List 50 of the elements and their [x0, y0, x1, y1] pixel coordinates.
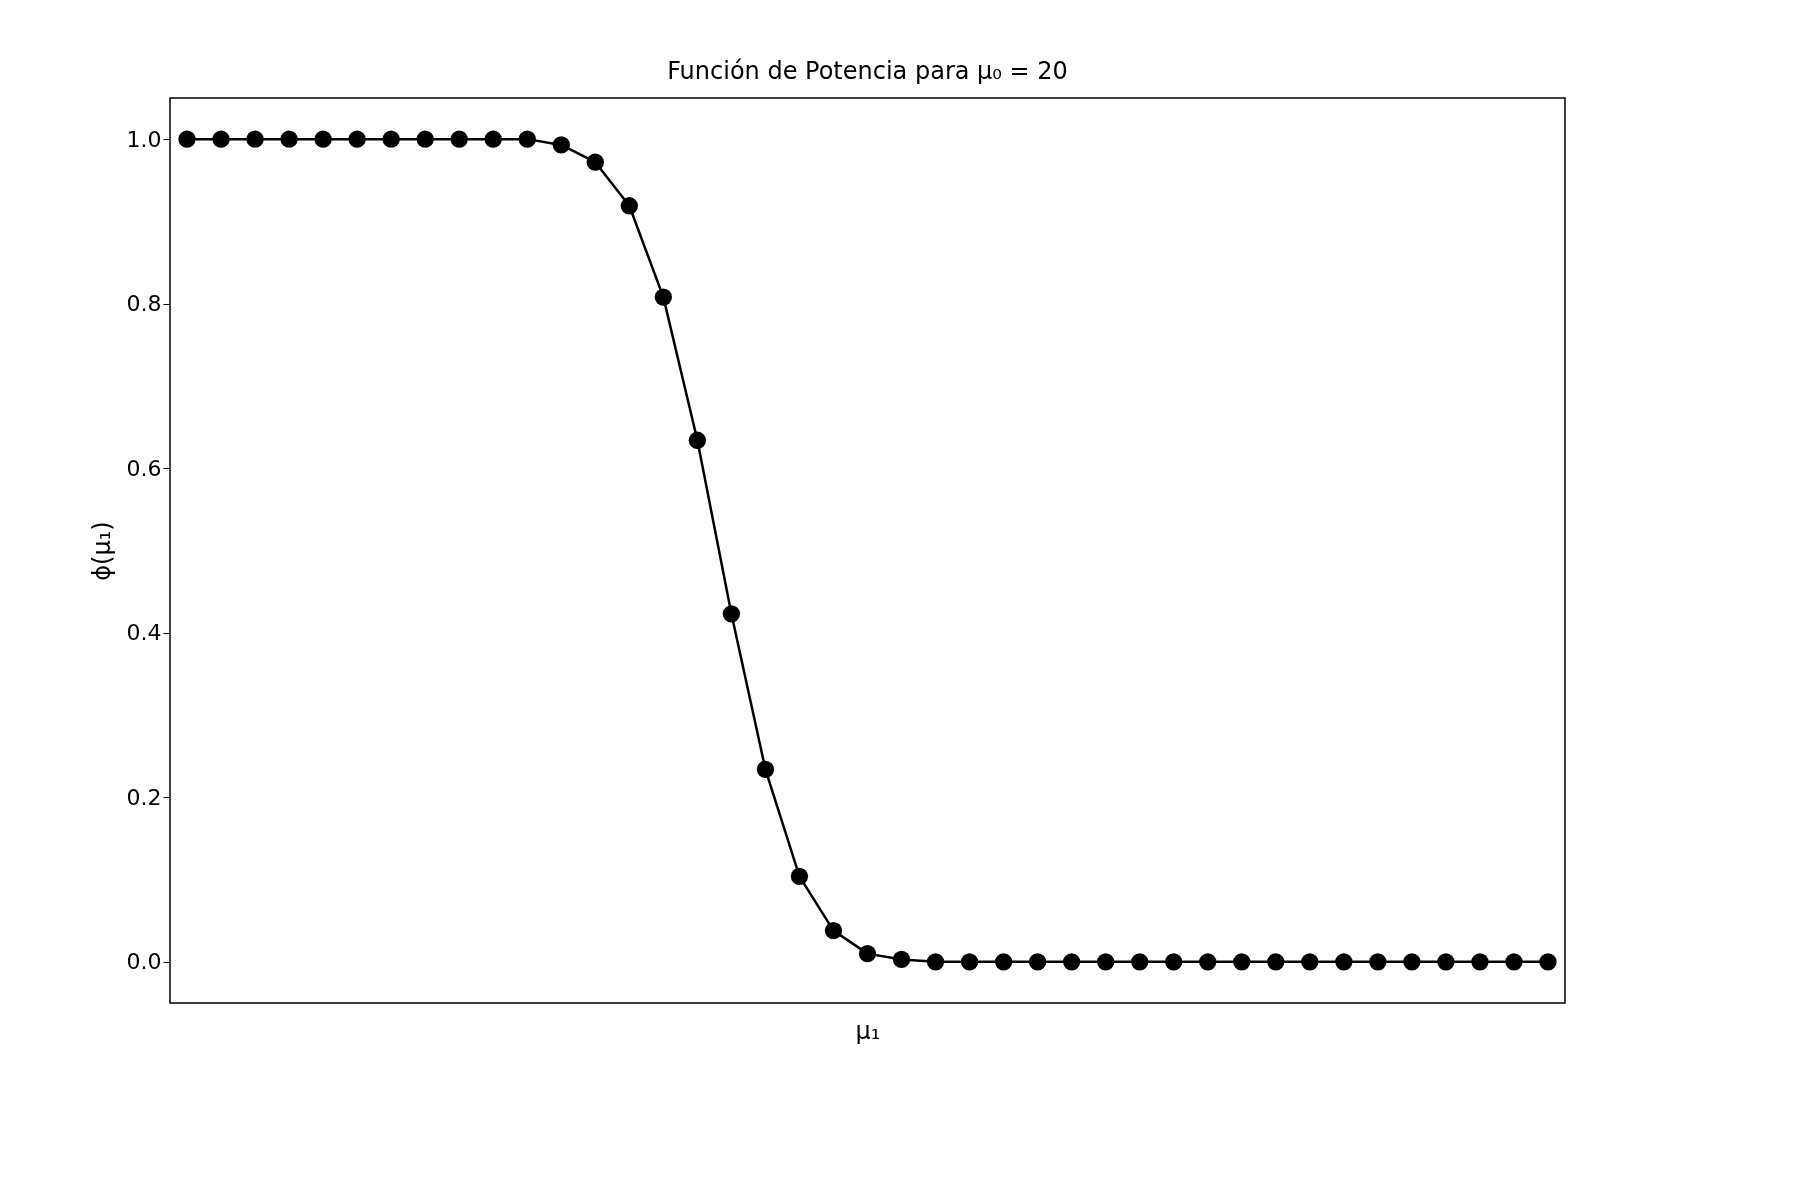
point: [1301, 953, 1319, 971]
point: [518, 130, 536, 148]
point: [586, 153, 604, 171]
point: [314, 130, 332, 148]
point: [960, 953, 979, 971]
point: [858, 944, 877, 963]
x-axis-title: μ₁: [855, 1016, 881, 1045]
point: [1403, 953, 1421, 971]
point: [926, 953, 945, 971]
y-tick-label: 0.8: [126, 291, 162, 317]
point: [994, 953, 1013, 971]
point: [1267, 953, 1285, 971]
y-tick-label: 0.4: [126, 620, 162, 646]
point: [1165, 953, 1183, 971]
point: [1028, 953, 1047, 971]
chart-title: Función de Potencia para μ₀ = 20: [667, 57, 1068, 85]
y-tick-label: 0.2: [126, 784, 162, 810]
point: [1199, 953, 1217, 971]
y-tick-label: 0.0: [126, 949, 162, 975]
point: [484, 130, 502, 148]
point: [1335, 953, 1353, 971]
point: [1539, 953, 1557, 971]
point: [1505, 953, 1523, 971]
point: [722, 605, 741, 623]
point: [382, 130, 400, 148]
point: [1471, 953, 1489, 971]
point: [178, 130, 196, 148]
point: [892, 950, 911, 969]
point: [654, 288, 673, 306]
y-tick-label: 1.0: [126, 126, 162, 152]
point: [1233, 953, 1251, 971]
point: [688, 431, 707, 449]
point: [246, 130, 264, 148]
y-tick-label: 0.6: [126, 455, 162, 481]
point: [756, 760, 775, 778]
point: [280, 130, 298, 148]
point: [416, 130, 434, 148]
point: [552, 136, 570, 154]
point: [620, 197, 638, 215]
point: [1131, 953, 1149, 971]
point: [1062, 953, 1081, 971]
point: [348, 130, 366, 148]
point: [1369, 953, 1387, 971]
point: [1437, 953, 1455, 971]
point: [790, 867, 809, 885]
point: [824, 921, 843, 940]
y-axis-title: ϕ(μ₁): [87, 521, 116, 581]
point: [450, 130, 468, 148]
point: [1097, 953, 1115, 971]
point: [212, 130, 230, 148]
